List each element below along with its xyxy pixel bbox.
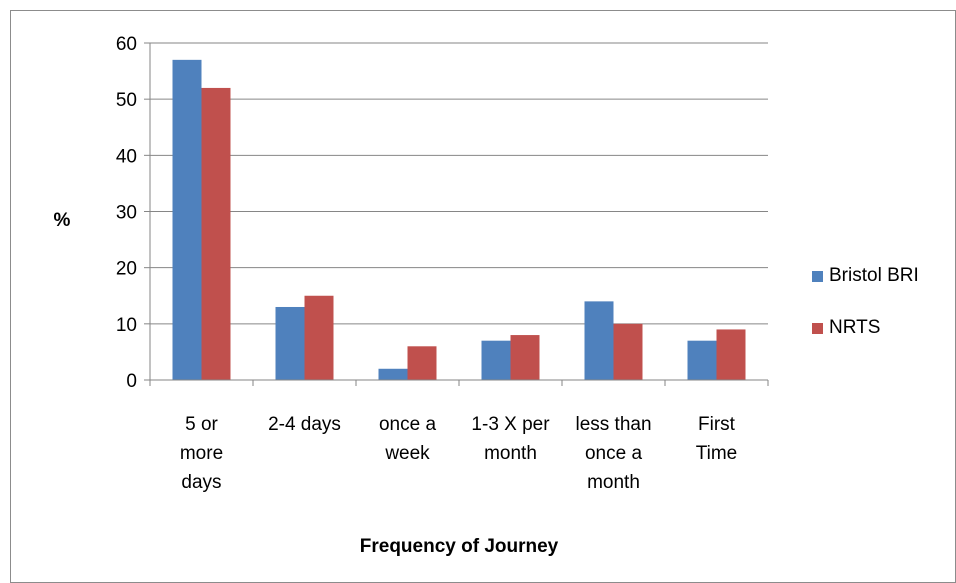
x-tick-label: 1-3 X per	[471, 414, 550, 435]
bar-bristol-bri	[687, 340, 717, 380]
legend-item-bristol: Bristol BRI	[812, 264, 919, 288]
legend-swatch-nrts	[812, 322, 823, 334]
x-axis-title: Frequency of Journey	[360, 536, 559, 557]
legend-label-bristol: Bristol BRI	[829, 265, 919, 286]
bar-bristol-bri	[584, 301, 614, 380]
tick-labels: 0 10 20 30 40 50 60 5 or more days 2-4 days once a w…	[116, 34, 737, 493]
axes	[144, 42, 769, 386]
x-tick-label: days	[181, 472, 221, 493]
x-tick-label: less than	[575, 414, 651, 435]
x-tick-label: week	[384, 443, 430, 464]
bar-nrts	[510, 335, 540, 380]
y-tick-label: 50	[116, 90, 137, 111]
bars	[172, 59, 746, 380]
x-tick-label: 5 or	[185, 414, 218, 435]
chart-frame	[10, 10, 956, 583]
x-tick-label: Time	[696, 443, 738, 464]
y-tick-label: 60	[116, 34, 137, 55]
bar-bristol-bri	[275, 306, 305, 380]
x-tick-label: once a	[585, 443, 642, 464]
gridlines	[150, 42, 768, 325]
bar-bristol-bri	[481, 340, 511, 380]
y-tick-label: 40	[116, 146, 137, 167]
x-tick-label: month	[484, 443, 537, 464]
bar-bristol-bri	[378, 368, 408, 380]
bar-nrts	[201, 87, 231, 380]
y-tick-label: 30	[116, 203, 137, 224]
x-tick-label: once a	[379, 414, 436, 435]
bar-bristol-bri	[172, 59, 202, 380]
x-tick-label: month	[587, 472, 640, 493]
bar-nrts	[716, 329, 746, 380]
y-tick-label: 0	[126, 371, 137, 392]
y-axis-title: %	[54, 210, 71, 231]
legend: Bristol BRI NRTS	[812, 264, 919, 368]
bar-nrts	[304, 295, 334, 380]
y-tick-label: 10	[116, 315, 137, 336]
legend-swatch-bristol	[812, 270, 823, 282]
legend-item-nrts: NRTS	[812, 316, 919, 340]
x-tick-label: First	[698, 414, 736, 435]
bar-nrts	[613, 323, 643, 380]
legend-label-nrts: NRTS	[829, 317, 881, 338]
y-tick-label: 20	[116, 259, 137, 280]
x-tick-label: more	[180, 443, 223, 464]
bar-nrts	[407, 346, 437, 380]
x-tick-label: 2-4 days	[268, 414, 341, 435]
